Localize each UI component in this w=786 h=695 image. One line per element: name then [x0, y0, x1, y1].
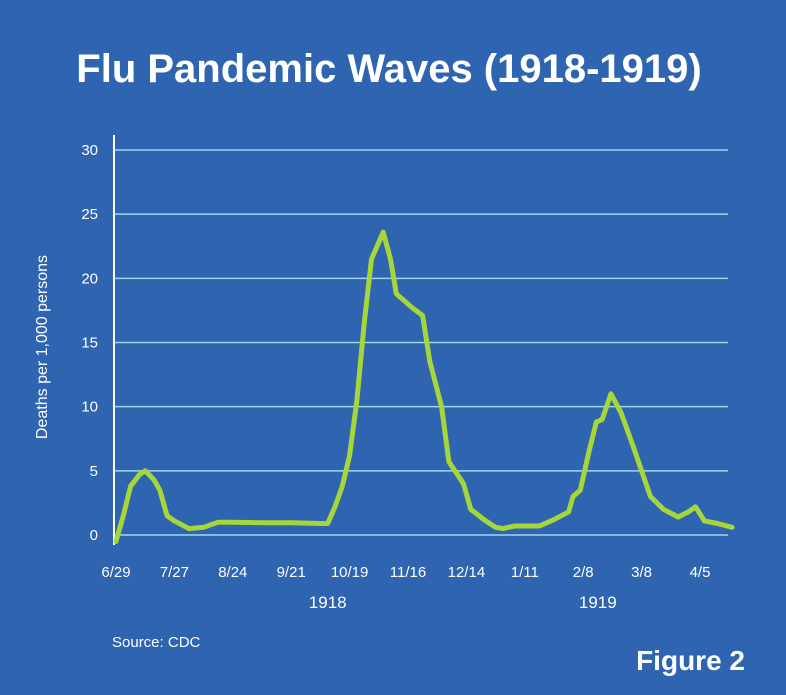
y-tick-label: 0 — [90, 527, 98, 544]
x-tick-label: 2/8 — [573, 564, 594, 581]
y-tick-labels: 0 5 10 15 20 25 30 — [81, 142, 98, 544]
x-tick-label: 12/14 — [448, 564, 486, 581]
x-tick-labels: 6/29 7/27 8/24 9/21 10/19 11/16 12/14 1/11 2/8 3/… — [101, 564, 710, 581]
figure-label: Figure 2 — [636, 645, 745, 676]
year-label: 1919 — [579, 593, 617, 612]
chart-title: Flu Pandemic Waves (1918-1919) — [76, 47, 701, 91]
y-tick-label: 25 — [81, 206, 98, 223]
x-tick-label: 9/21 — [277, 564, 306, 581]
y-tick-label: 15 — [81, 335, 98, 352]
x-tick-label: 8/24 — [218, 564, 247, 581]
x-tick-label: 1/11 — [511, 564, 539, 581]
x-tick-label: 4/5 — [690, 564, 711, 581]
y-axis-label: Deaths per 1,000 persons — [34, 255, 51, 439]
year-label: 1918 — [309, 593, 347, 612]
x-tick-label: 7/27 — [160, 564, 189, 581]
y-tick-label: 20 — [81, 270, 98, 287]
series-line — [113, 229, 735, 544]
year-labels: 1918 1919 — [309, 593, 617, 612]
x-tick-label: 10/19 — [331, 564, 369, 581]
y-tick-label: 30 — [81, 142, 98, 159]
x-tick-label: 6/29 — [101, 564, 130, 581]
y-tick-label: 10 — [81, 399, 98, 416]
grid-lines — [114, 149, 728, 536]
x-tick-label: 11/16 — [390, 564, 426, 581]
y-tick-label: 5 — [90, 463, 98, 480]
source-note: Source: CDC — [112, 634, 201, 651]
x-tick-label: 3/8 — [631, 564, 652, 581]
